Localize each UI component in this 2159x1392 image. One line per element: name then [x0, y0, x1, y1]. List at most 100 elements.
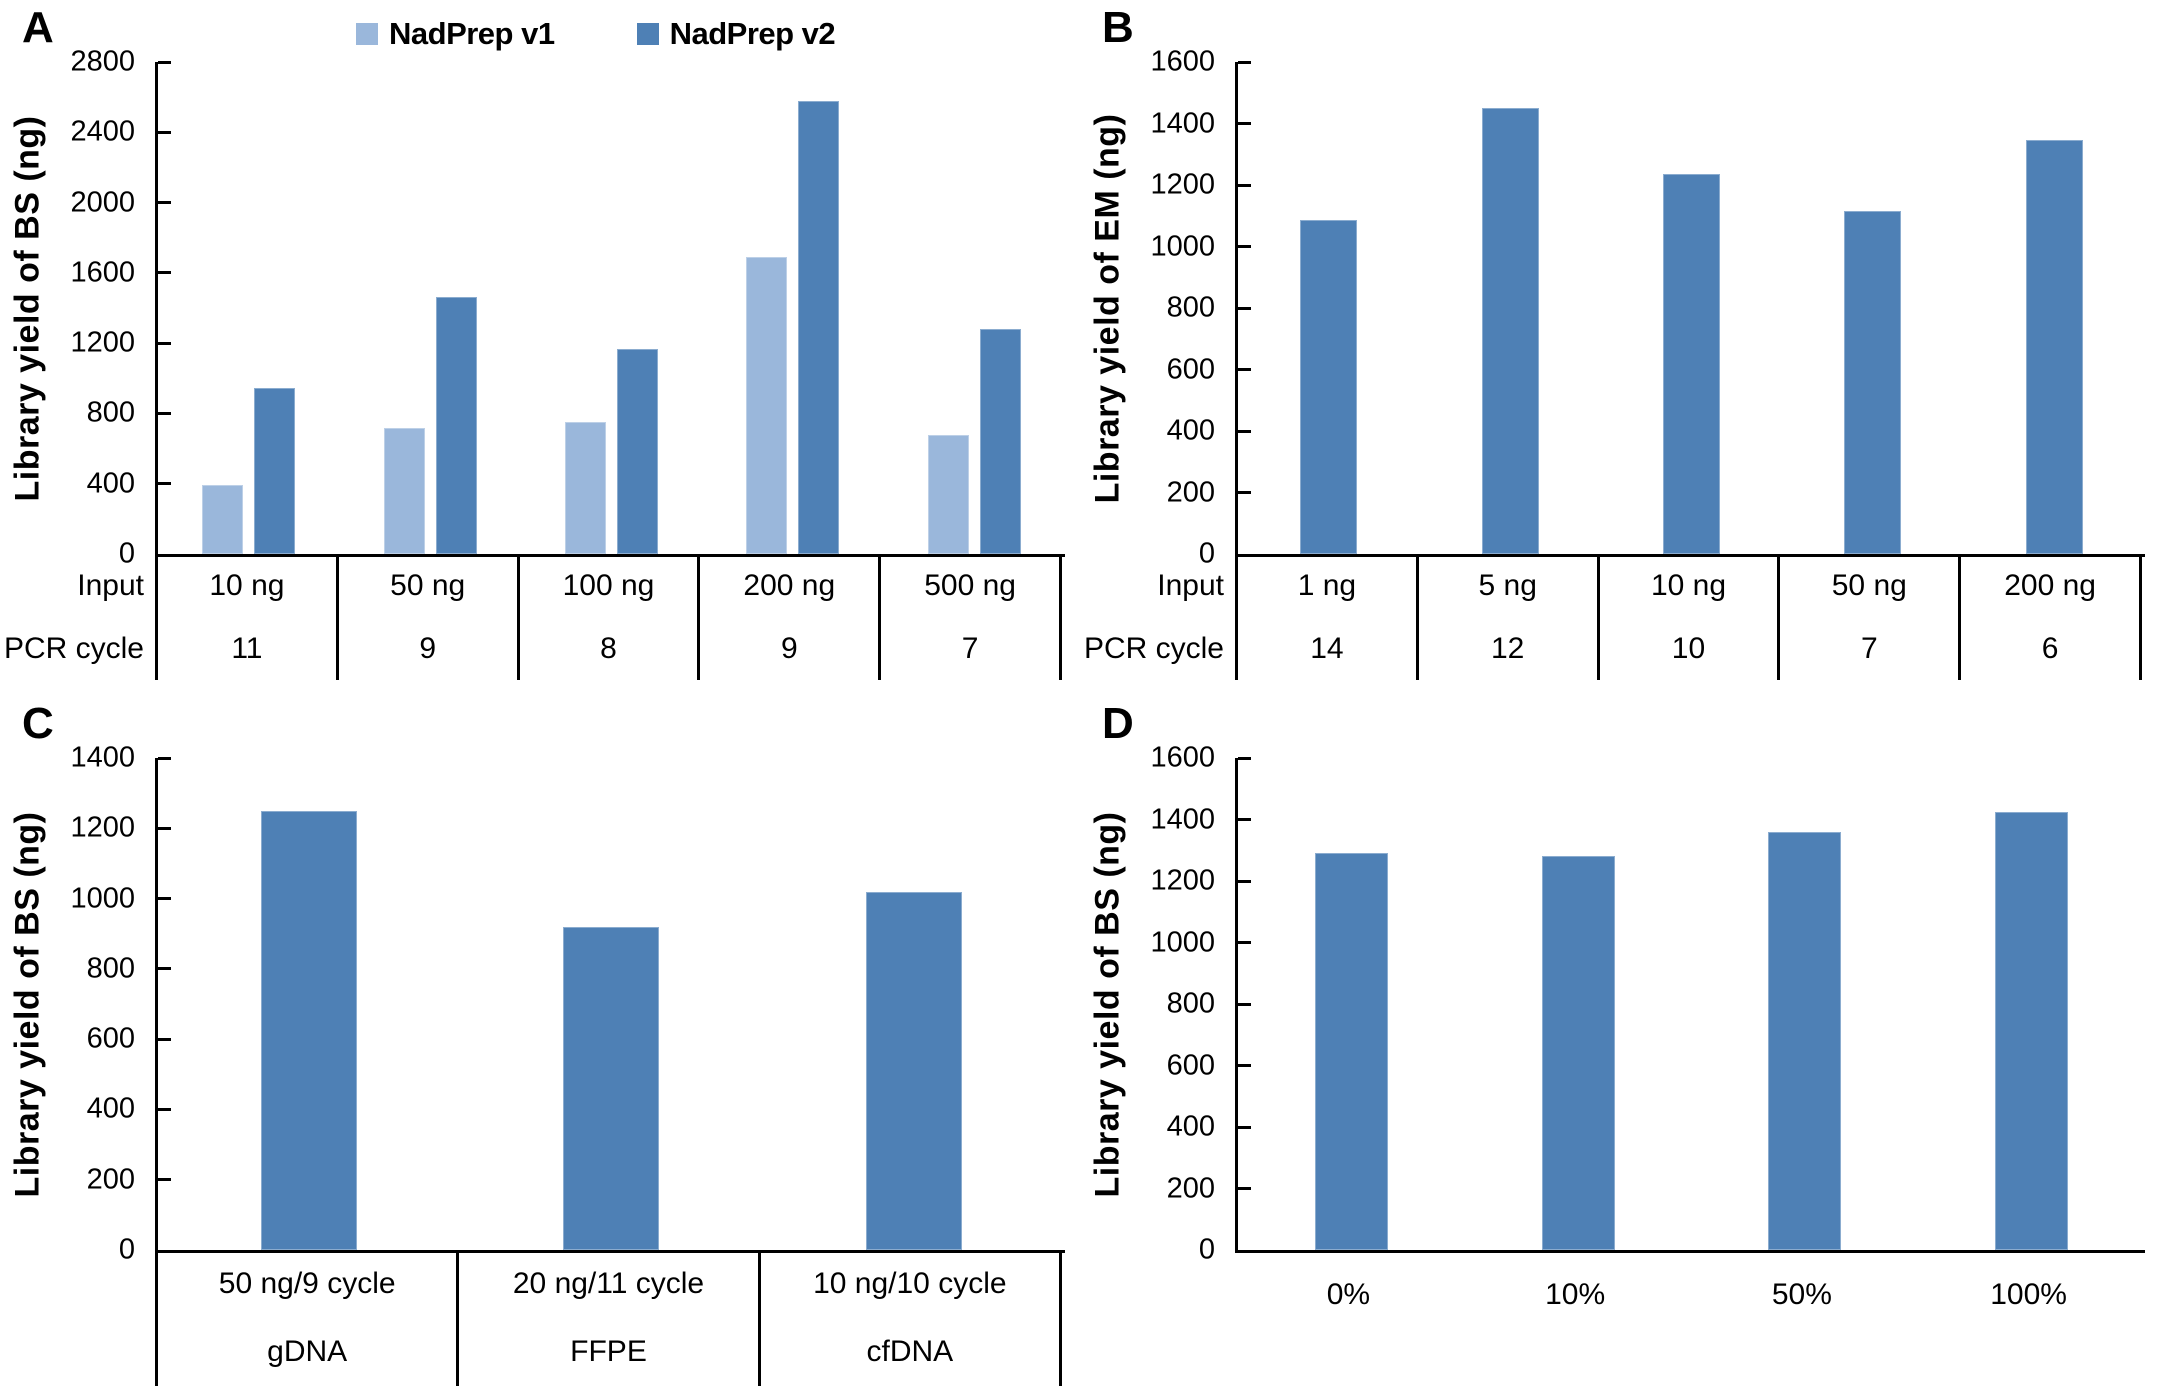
y-axis-ticks: 0 400 800 1200 1600 2000 2400 2800: [70, 47, 171, 568]
y-tick-label: 200: [86, 1163, 135, 1196]
panel-label-a: A: [22, 3, 54, 52]
table-row: 0% 10% 50% 100%: [1235, 1250, 2142, 1314]
table-cell: 8: [520, 617, 701, 680]
bar-em-library: [1663, 174, 1721, 554]
plot-area: [1238, 62, 2145, 554]
table-cell: 1 ng: [1238, 554, 1419, 617]
table-cell: 50 ng: [1780, 554, 1962, 617]
bar-group: [763, 758, 1065, 1250]
y-tick-mark: [158, 826, 171, 830]
legend-label-nadprep-v1: NadPrep v1: [389, 16, 555, 51]
y-axis-title-text: Library yield of BS (ng): [8, 114, 47, 502]
bar-em-library: [1844, 211, 1902, 554]
panel-label-d: D: [1102, 699, 1134, 748]
table-cell: 200 ng: [700, 554, 882, 617]
table-cell: 7: [881, 617, 1062, 680]
y-axis-title: Library yield of BS (ng): [1084, 758, 1132, 1250]
legend-swatch-nadprep-v2-icon: [636, 23, 659, 45]
y-tick-mark: [1238, 1064, 1251, 1067]
table-cell: 12: [1419, 617, 1600, 680]
table-row: PCR cycle 11 9 8 9 7: [4, 617, 1062, 680]
y-tick-label: 1200: [1150, 168, 1215, 201]
table-row-label: Input: [1157, 568, 1224, 602]
y-tick-mark: [1238, 60, 1251, 64]
bar-bs-library: [1768, 831, 1842, 1250]
y-tick-label: 2400: [70, 115, 135, 148]
y-tick-mark: [1238, 818, 1251, 821]
y-axis-title-text: Library yield of BS (ng): [1088, 810, 1127, 1198]
y-tick-mark: [158, 1107, 171, 1111]
table-cell: 10 ng: [158, 554, 339, 617]
bar-group: [884, 62, 1065, 554]
panel-d: D Library yield of BS (ng) 0 200 400 600 800…: [1080, 696, 2159, 1392]
legend-item-nadprep-v1: NadPrep v1: [356, 16, 555, 52]
bar-bs-library: [563, 926, 660, 1250]
bar-bs-library: [1995, 811, 2069, 1250]
y-tick-label: 400: [86, 467, 135, 500]
legend-item-nadprep-v2: NadPrep v2: [636, 16, 836, 52]
bar-group: [1918, 758, 2145, 1250]
y-tick-mark: [158, 60, 171, 64]
bar-nadprep-v2: [798, 100, 840, 554]
bar-bs-library: [865, 891, 962, 1250]
legend-label-nadprep-v2: NadPrep v2: [669, 16, 836, 51]
y-tick-mark: [158, 482, 171, 486]
bar-group: [460, 758, 762, 1250]
plot-area: [158, 62, 1065, 554]
y-tick-mark: [1238, 368, 1251, 371]
bar-group: [521, 62, 702, 554]
y-axis-title-text: Library yield of BS (ng): [8, 810, 47, 1198]
y-tick-label: 0: [1198, 537, 1215, 570]
bar-group: [1238, 62, 1419, 554]
y-tick-label: 800: [86, 396, 135, 429]
plot-area: [158, 758, 1065, 1250]
table-row-label: PCR cycle: [1083, 631, 1224, 665]
plot-area: [1238, 758, 2145, 1250]
bar-nadprep-v2: [979, 329, 1021, 554]
table-cell: gDNA: [158, 1318, 460, 1386]
table-row: Input 1 ng 5 ng 10 ng 50 ng 200 ng: [1157, 554, 2142, 617]
bar-nadprep-v1: [383, 427, 425, 554]
y-tick-label: 1400: [1150, 803, 1215, 835]
y-tick-mark: [1238, 1187, 1251, 1190]
table-cell: 14: [1238, 617, 1419, 680]
bar-group: [1782, 62, 1963, 554]
plot-area-wrap: 0 200 400 600 800 1000 1200 1400 1600: [1150, 47, 2145, 568]
y-tick-label: 1200: [70, 811, 135, 844]
y-axis-title: Library yield of BS (ng): [4, 758, 52, 1250]
y-tick-label: 1200: [70, 326, 135, 359]
y-axis-ticks: 0 200 400 600 800 1000 1200 1400: [70, 743, 171, 1264]
y-tick-mark: [158, 897, 171, 901]
bar-group: [1238, 758, 1465, 1250]
y-tick-mark: [158, 130, 171, 134]
bar-group: [1692, 758, 1919, 1250]
table-cell: 10 ng: [1600, 554, 1781, 617]
y-axis-ticks: 0 200 400 600 800 1000 1200 1400 1600: [1150, 743, 1251, 1264]
table-row: Input 10 ng 50 ng 100 ng 200 ng 500 ng: [77, 554, 1062, 617]
table-cell: 10 ng/10 cycle: [761, 1250, 1062, 1318]
bar-nadprep-v1: [746, 257, 788, 554]
y-tick-label: 400: [86, 1092, 135, 1125]
bar-bs-library: [1541, 856, 1615, 1250]
y-tick-mark: [1238, 1125, 1251, 1129]
bar-group: [158, 758, 460, 1250]
plot-area-wrap: 0 200 400 600 800 1000 1200 1400 1600: [1150, 743, 2145, 1264]
table-row-label: PCR cycle: [3, 631, 144, 665]
y-tick-mark: [158, 1037, 171, 1041]
y-tick-label: 1000: [1150, 926, 1215, 958]
table-cell: 100%: [1990, 1278, 2067, 1311]
y-tick-label: 800: [1166, 291, 1215, 324]
legend: NadPrep v1 NadPrep v2: [356, 16, 836, 52]
table-cell: cfDNA: [761, 1318, 1062, 1386]
y-tick-mark: [1238, 756, 1251, 760]
y-tick-label: 1200: [1150, 864, 1215, 897]
y-tick-label: 0: [118, 537, 135, 570]
bar-em-library: [2025, 140, 2083, 554]
bar-bs-library: [261, 810, 358, 1250]
bar-group: [702, 62, 883, 554]
bar-nadprep-v1: [927, 434, 969, 554]
table-cell: 9: [700, 617, 882, 680]
bar-group: [1601, 62, 1782, 554]
y-tick-mark: [1238, 183, 1251, 187]
bar-em-library: [1300, 220, 1358, 554]
